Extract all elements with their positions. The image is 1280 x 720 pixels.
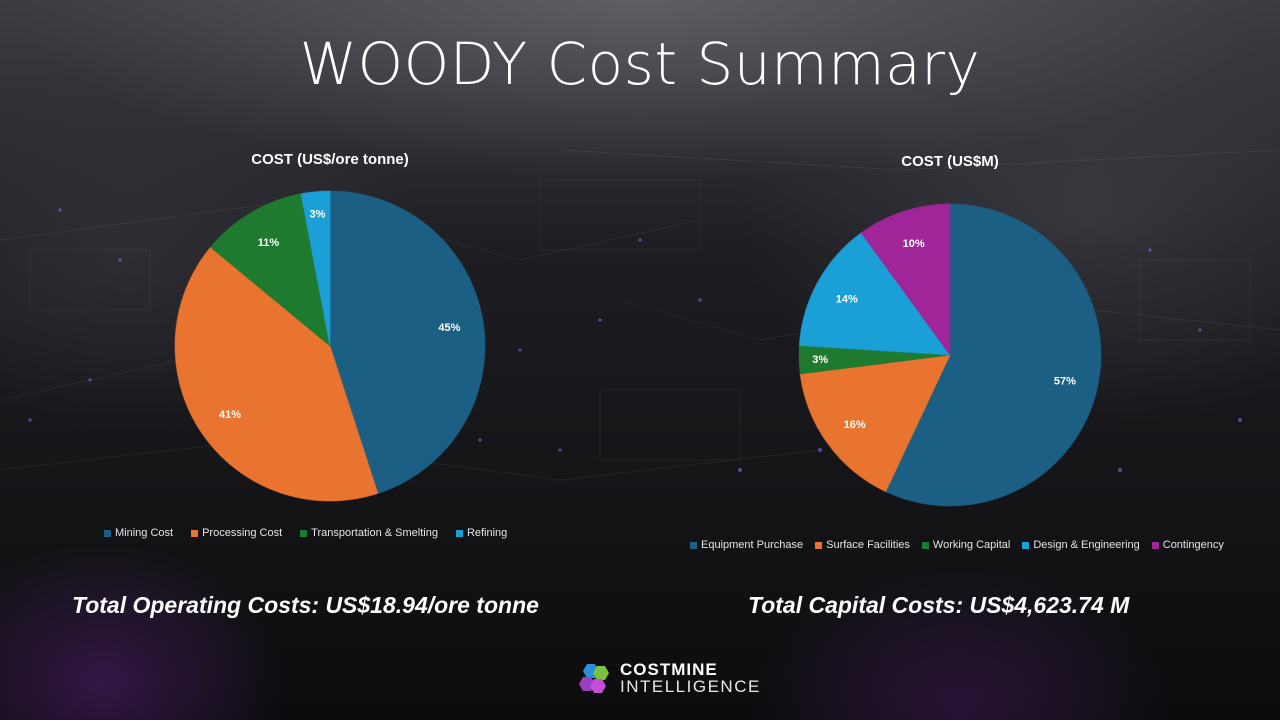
legend-swatch — [1022, 541, 1030, 549]
pie-slice-design-and-engineering — [798, 232, 952, 356]
legend-label: Transportation & Smelting — [311, 527, 438, 539]
legend-swatch — [690, 541, 697, 549]
legend-item-design-and-engineering: Design & Engineering — [1022, 539, 1140, 551]
legend-label: Refining — [466, 527, 508, 539]
legend-item-refining: Refining — [455, 527, 508, 539]
data-label-mining-cost: 45% — [438, 322, 460, 334]
data-label-surface-facilities: 16% — [844, 419, 866, 431]
data-label-working-capital: 3% — [812, 354, 828, 366]
legend-item-processing-cost: Processing Cost — [191, 527, 282, 539]
data-label-refining: 3% — [310, 208, 326, 220]
data-label-processing-cost: 41% — [219, 409, 241, 421]
logo-text-line2: INTELLIGENCE — [620, 677, 761, 696]
capital-chart-title: COST (US$M) — [901, 153, 999, 170]
legend-label: Working Capital — [932, 539, 1011, 551]
legend-label: Mining Cost — [115, 527, 174, 539]
legend-label: Contingency — [1162, 539, 1224, 551]
legend-item-mining-cost: Mining Cost — [104, 527, 173, 539]
legend-swatch — [191, 529, 199, 537]
legend-swatch — [104, 529, 111, 537]
costmine-logo: COSTMINE INTELLIGENCE — [578, 661, 761, 695]
pie-slice-surface-facilities — [799, 354, 951, 493]
operating-chart-title: COST (US$/ore tonne) — [251, 151, 409, 168]
legend-label: Surface Facilities — [826, 539, 910, 551]
legend-item-working-capital: Working Capital — [921, 539, 1011, 551]
legend-item-contingency: Contingency — [1151, 539, 1224, 551]
legend-swatch — [300, 529, 308, 537]
pie-slice-transportation-and-smelting — [209, 193, 331, 348]
legend-item-surface-facilities: Surface Facilities — [815, 539, 910, 551]
legend-swatch — [1151, 541, 1159, 549]
costmine-hexagon-logo-icon — [579, 664, 609, 693]
legend-label: Design & Engineering — [1033, 539, 1140, 551]
data-label-equipment-purchase: 57% — [1054, 376, 1076, 388]
total-capital-costs: Total Capital Costs: US$4,623.74 M — [748, 592, 1130, 618]
operating-cost-pie-chart: 45% 41% 11% 3% — [174, 190, 486, 502]
data-label-contingency: 10% — [903, 238, 925, 250]
capital-chart-legend: Equipment Purchase Surface Facilities Work… — [690, 539, 1224, 551]
legend-swatch — [455, 529, 463, 537]
legend-swatch — [815, 541, 823, 549]
data-label-transportation-and-smelting: 11% — [258, 237, 280, 249]
pie-slice-refining — [300, 190, 331, 347]
logo-text-line1: COSTMINE — [620, 660, 718, 679]
legend-label: Processing Cost — [202, 527, 283, 539]
pie-slice-mining-cost — [329, 190, 486, 495]
pie-slice-processing-cost — [174, 246, 379, 502]
legend-swatch — [921, 541, 929, 549]
pie-slice-contingency — [860, 203, 951, 357]
total-operating-costs: Total Operating Costs: US$18.94/ore tonn… — [72, 592, 539, 618]
pie-slice-equipment-purchase — [885, 203, 1102, 507]
legend-item-equipment-purchase: Equipment Purchase — [690, 539, 803, 551]
capital-cost-pie-chart: 57% 16% 3% 14% 10% — [798, 203, 1102, 507]
data-label-design-and-engineering: 14% — [836, 293, 858, 305]
operating-chart-legend: Mining Cost Processing Cost Transportation… — [104, 527, 507, 539]
legend-item-transportation-and-smelting: Transportation & Smelting — [300, 527, 438, 539]
page-title: WOODY Cost Summary — [299, 30, 981, 98]
legend-label: Equipment Purchase — [701, 539, 804, 551]
